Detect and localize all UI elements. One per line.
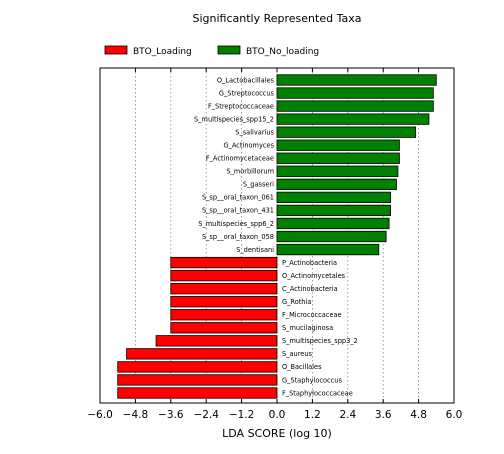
x-tick-label: −4.8	[123, 409, 149, 421]
x-tick-label: 6.0	[446, 409, 463, 421]
bar-label: F_Streptococcaceae	[208, 102, 274, 110]
x-ticks: −6.0 −4.8 −3.6 −2.4 −1.2 0.0 1.2 2.4 3.6 4.8 6.0	[87, 68, 462, 421]
bar-label: S_multispecies_spp6_2	[198, 220, 274, 228]
x-tick-label: −6.0	[87, 409, 113, 421]
bar-S_morbillorum	[276, 165, 399, 177]
x-axis-label: LDA SCORE (log 10)	[222, 427, 332, 440]
bar-label: G_Rothia	[282, 298, 311, 306]
bar-S_sp__oral_taxon_058	[276, 230, 387, 243]
bars	[117, 74, 437, 399]
bar-label: G_Streptococcus	[219, 89, 275, 97]
bar-S_salivarius	[276, 126, 417, 138]
bar-label: C_Actinobacteria	[282, 285, 338, 293]
bar-label: S_gasseri	[243, 181, 274, 189]
bar-S_aureus	[126, 348, 278, 360]
bar-label: S_sp__oral_taxon_061	[202, 194, 274, 202]
bar-label: F_Micrococcaceae	[282, 311, 342, 319]
bar-G_Staphylococcus	[117, 374, 278, 386]
x-tick-label: −1.2	[229, 409, 255, 421]
bar-S_mucilaginosa	[170, 322, 278, 334]
x-tick-label: 2.4	[339, 409, 356, 421]
bar-F_Staphylococcaceae	[117, 387, 278, 399]
bar-S_sp__oral_taxon_061	[276, 191, 391, 204]
bar-S_gasseri	[276, 178, 397, 190]
legend: BTO_Loading BTO_No_loading	[104, 45, 319, 57]
bar-label: G_Actinomyces	[224, 142, 275, 150]
bar-F_Streptococcaceae	[276, 100, 434, 112]
bar-label: S_morbillorum	[226, 168, 274, 176]
bar-O_Actinomycetales	[170, 269, 278, 282]
bar-C_Actinobacteria	[170, 283, 278, 295]
chart-title: Significantly Represented Taxa	[193, 12, 362, 25]
bar-label: G_Staphylococcus	[282, 376, 342, 384]
bar-label: S_dentisani	[236, 246, 274, 254]
bar-O_Lactobacillales	[276, 74, 437, 86]
bar-G_Streptococcus	[276, 87, 434, 99]
bar-P_Actinobacteria	[170, 256, 278, 269]
x-tick-label: −3.6	[158, 409, 184, 421]
x-tick-label: 4.8	[410, 409, 427, 421]
x-tick-label: −2.4	[193, 409, 219, 421]
bar-label: S_multispecies_spp15_2	[194, 115, 274, 123]
x-tick-label: 3.6	[375, 409, 392, 421]
bar-S_multispecies_spp3_2	[155, 335, 278, 347]
legend-label: BTO_Loading	[133, 47, 192, 57]
bar-O_Bacillales	[117, 361, 278, 373]
bar-label: S_mucilaginosa	[282, 324, 333, 332]
bar-F_Actinomycetaceae	[276, 152, 400, 164]
bar-label: S_aureus	[282, 350, 313, 358]
x-tick-label: 0.0	[269, 409, 286, 421]
bar-label: S_multispecies_spp3_2	[282, 337, 358, 345]
bar-S_multispecies_spp6_2	[276, 217, 390, 230]
bar-label: O_Bacillales	[282, 363, 322, 371]
bar-label: O_Actinomycetales	[282, 272, 346, 280]
legend-label: BTO_No_loading	[246, 47, 319, 57]
bar-label: F_Actinomycetaceae	[206, 155, 274, 163]
bar-label: S_sp__oral_taxon_058	[202, 233, 274, 241]
bar-F_Micrococcaceae	[170, 309, 278, 321]
bar-label: P_Actinobacteria	[282, 259, 337, 267]
x-tick-label: 1.2	[304, 409, 321, 421]
bar-S_sp__oral_taxon_431	[276, 204, 391, 217]
bar-label: S_salivarius	[235, 128, 274, 136]
bar-S_dentisani	[276, 243, 380, 256]
bar-label: S_sp__oral_taxon_431	[202, 207, 274, 215]
legend-swatch	[217, 45, 241, 55]
legend-swatch	[104, 45, 128, 55]
bar-S_multispecies_spp15_2	[276, 113, 430, 125]
bar-label: O_Lactobacillales	[217, 76, 275, 84]
bar-labels: O_Lactobacillales G_Streptococcus F_Strept…	[194, 76, 358, 397]
bar-G_Actinomyces	[276, 139, 400, 151]
bar-label: F_Staphylococcaceae	[282, 389, 353, 397]
bar-G_Rothia	[170, 296, 278, 308]
